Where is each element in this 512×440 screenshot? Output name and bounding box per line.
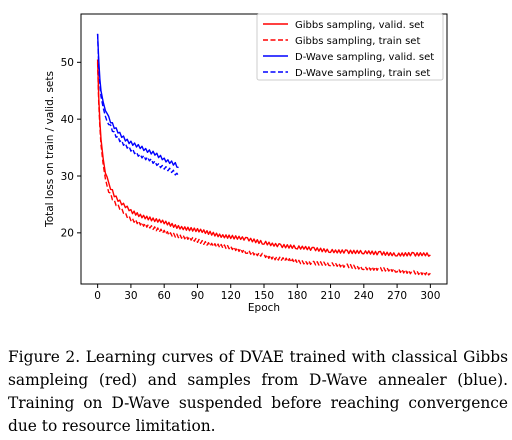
series-line — [96, 33, 179, 169]
x-tick-label: 150 — [254, 290, 274, 302]
x-tick-label: 120 — [221, 290, 241, 302]
learning-curve-figure: 0 30 60 90 120 150 180 210 240 270 300 20 30 40 50 Ep… — [44, 13, 448, 314]
x-tick-label: 270 — [387, 290, 407, 302]
x-tick-label: 90 — [191, 290, 204, 302]
y-tick-label: 20 — [61, 228, 74, 240]
figure-caption: Figure 2. Learning curves of DVAE traine… — [8, 348, 508, 435]
x-tick-label: 300 — [420, 290, 440, 302]
series-line — [96, 33, 180, 177]
y-axis-label: Total loss on train / valid. sets — [44, 71, 56, 228]
legend-label: D-Wave sampling, valid. set — [295, 52, 434, 63]
series-layer — [96, 33, 431, 276]
y-tick-label: 30 — [61, 171, 74, 183]
x-tick-label: 30 — [124, 290, 137, 302]
x-tick-label: 210 — [321, 290, 341, 302]
y-tick-label: 40 — [61, 114, 74, 126]
y-tick-label: 50 — [61, 57, 74, 69]
x-tick-label: 240 — [354, 290, 374, 302]
y-axis: 20 30 40 50 — [61, 57, 81, 240]
series-line — [96, 59, 431, 257]
series-line — [96, 62, 431, 276]
legend-box — [256, 13, 444, 81]
legend-label: Gibbs sampling, train set — [295, 36, 420, 47]
legend-label: D-Wave sampling, train set — [295, 68, 430, 79]
x-tick-label: 0 — [94, 290, 101, 302]
legend-label: Gibbs sampling, valid. set — [295, 20, 424, 31]
x-axis: 0 30 60 90 120 150 180 210 240 270 300 — [94, 284, 440, 302]
x-tick-label: 180 — [287, 290, 307, 302]
x-tick-label: 60 — [157, 290, 170, 302]
x-axis-label: Epoch — [248, 302, 280, 314]
learning-curve-chart: 0 30 60 90 120 150 180 210 240 270 300 20 30 40 50 Ep… — [44, 13, 448, 314]
legend: Gibbs sampling, valid. set Gibbs sampling… — [256, 13, 444, 81]
